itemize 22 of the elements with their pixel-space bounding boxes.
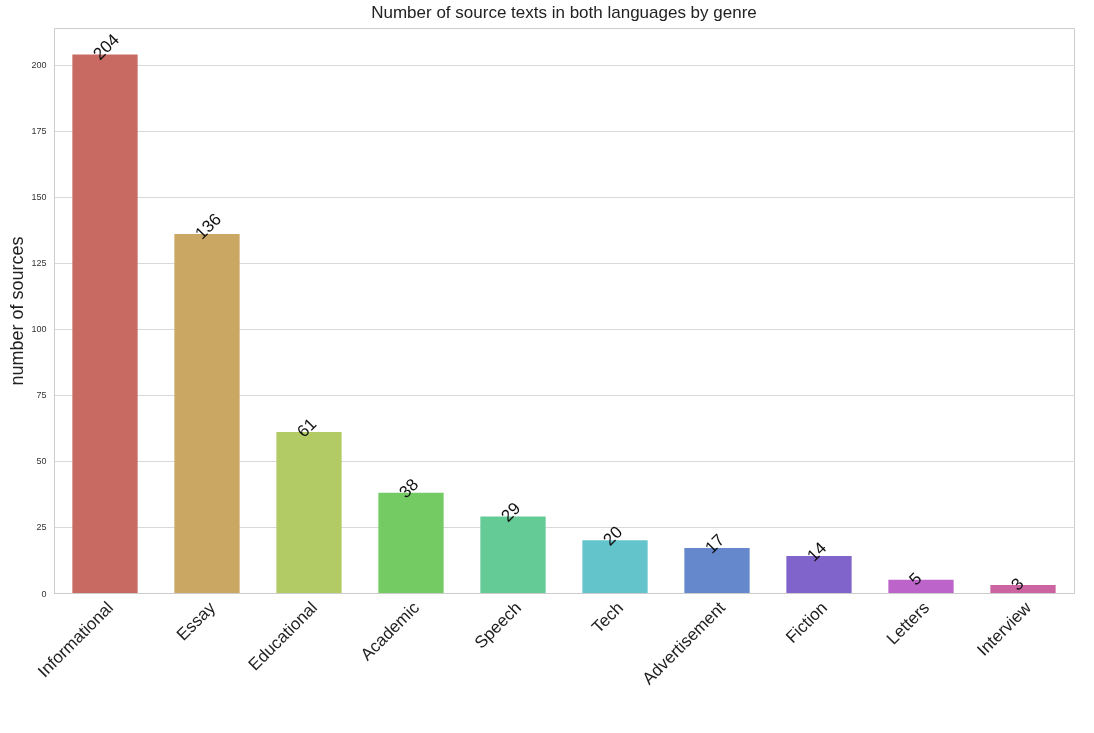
data-label: 29 <box>497 498 525 526</box>
chart-title: Number of source texts in both languages by genre <box>371 3 757 22</box>
y-tick-label: 125 <box>31 258 47 269</box>
data-label: 38 <box>395 475 423 502</box>
data-label: 204 <box>89 30 123 64</box>
data-label: 17 <box>701 530 729 558</box>
data-label: 20 <box>599 522 627 550</box>
y-tick-label: 150 <box>31 192 47 203</box>
y-tick-label: 75 <box>36 390 47 401</box>
data-label: 5 <box>905 568 926 589</box>
y-tick-label: 25 <box>36 522 47 533</box>
data-label: 136 <box>191 209 225 244</box>
y-tick-label: 50 <box>36 456 47 467</box>
y-tick-label: 175 <box>31 126 47 137</box>
y-tick-label: 0 <box>41 588 47 599</box>
x-tick-label: Tech <box>588 598 628 637</box>
data-label: 61 <box>293 414 321 442</box>
data-label: 3 <box>1007 574 1028 595</box>
data-label: 14 <box>803 538 831 566</box>
y-tick-label: 100 <box>31 324 47 335</box>
y-tick-label: 200 <box>31 60 47 71</box>
y-axis-title: number of sources <box>7 236 28 386</box>
